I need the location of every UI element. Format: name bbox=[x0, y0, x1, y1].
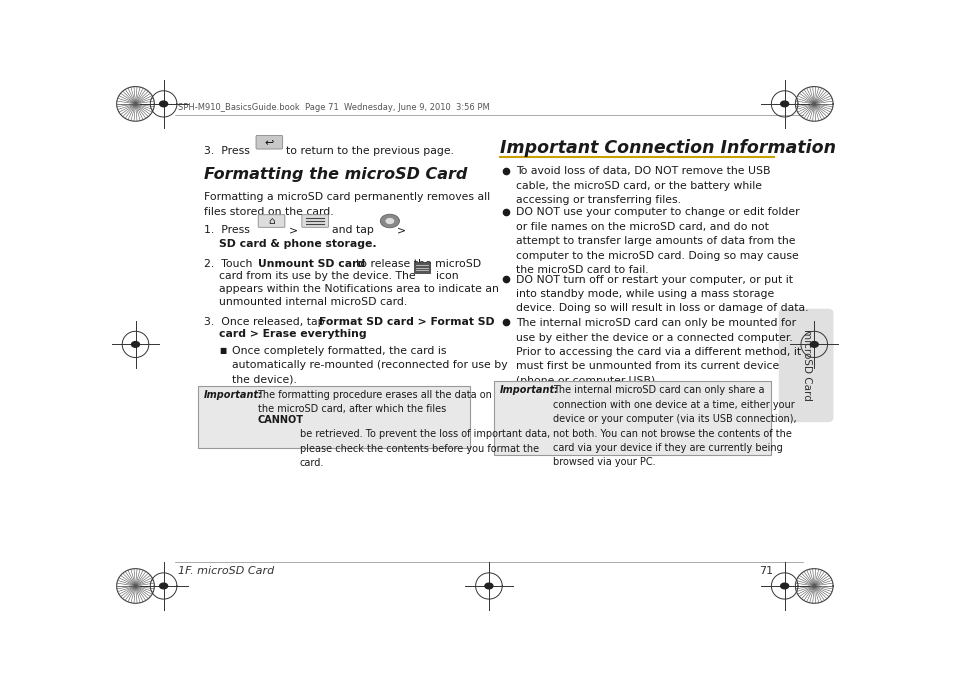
FancyBboxPatch shape bbox=[258, 215, 285, 227]
Text: icon: icon bbox=[436, 271, 457, 282]
FancyBboxPatch shape bbox=[494, 381, 771, 455]
Text: >: > bbox=[396, 225, 405, 235]
Text: ■: ■ bbox=[219, 346, 226, 355]
FancyBboxPatch shape bbox=[255, 136, 282, 149]
Text: 3.  Once released, tap: 3. Once released, tap bbox=[204, 316, 325, 327]
Text: microSD Card: microSD Card bbox=[801, 329, 811, 401]
FancyBboxPatch shape bbox=[413, 263, 429, 273]
Text: unmounted internal microSD card.: unmounted internal microSD card. bbox=[219, 297, 407, 307]
Text: Formatting a microSD card permanently removes all
files stored on the card.: Formatting a microSD card permanently re… bbox=[204, 192, 490, 216]
Text: SD card & phone storage.: SD card & phone storage. bbox=[219, 239, 376, 249]
Text: be retrieved. To prevent the loss of important data,
please check the contents b: be retrieved. To prevent the loss of imp… bbox=[299, 415, 549, 468]
Text: 3.  Press: 3. Press bbox=[204, 146, 250, 156]
Circle shape bbox=[132, 342, 139, 347]
Text: and tap: and tap bbox=[332, 225, 374, 235]
Text: .: . bbox=[334, 329, 336, 339]
Circle shape bbox=[159, 583, 168, 589]
Text: Important:: Important: bbox=[204, 389, 263, 400]
Text: 71: 71 bbox=[759, 566, 773, 576]
Text: Important Connection Information: Important Connection Information bbox=[499, 138, 835, 157]
Circle shape bbox=[159, 101, 168, 106]
Text: card from its use by the device. The: card from its use by the device. The bbox=[219, 271, 416, 282]
Text: ↩: ↩ bbox=[264, 137, 274, 147]
Text: Formatting the microSD Card: Formatting the microSD Card bbox=[204, 167, 467, 182]
Text: Format SD card > Format SD: Format SD card > Format SD bbox=[318, 316, 494, 327]
FancyBboxPatch shape bbox=[778, 309, 833, 422]
Text: 1.  Press: 1. Press bbox=[204, 225, 250, 235]
Text: The internal microSD card can only be mounted for
use by either the device or a : The internal microSD card can only be mo… bbox=[516, 318, 801, 386]
FancyBboxPatch shape bbox=[301, 215, 328, 227]
Circle shape bbox=[484, 583, 493, 589]
Text: 2.  Touch: 2. Touch bbox=[204, 258, 253, 269]
Text: card > Erase everything: card > Erase everything bbox=[219, 329, 366, 339]
Circle shape bbox=[780, 101, 788, 106]
Text: to return to the previous page.: to return to the previous page. bbox=[285, 146, 453, 156]
Circle shape bbox=[385, 218, 394, 224]
Text: DO NOT turn off or restart your computer, or put it
into standby mode, while usi: DO NOT turn off or restart your computer… bbox=[516, 275, 808, 313]
Text: to release the microSD: to release the microSD bbox=[355, 258, 480, 269]
Text: DO NOT use your computer to change or edit folder
or file names on the microSD c: DO NOT use your computer to change or ed… bbox=[516, 207, 799, 275]
Text: The formatting procedure erases all the data on
the microSD card, after which th: The formatting procedure erases all the … bbox=[257, 389, 492, 414]
Text: The internal microSD card can only share a
connection with one device at a time,: The internal microSD card can only share… bbox=[553, 385, 796, 467]
Text: >: > bbox=[289, 225, 298, 235]
Circle shape bbox=[809, 342, 818, 347]
FancyBboxPatch shape bbox=[198, 386, 470, 448]
Text: appears within the Notifications area to indicate an: appears within the Notifications area to… bbox=[219, 284, 498, 294]
Text: Unmount SD card: Unmount SD card bbox=[258, 258, 365, 269]
Text: CANNOT: CANNOT bbox=[257, 415, 303, 425]
Circle shape bbox=[380, 214, 399, 228]
Text: 1F. microSD Card: 1F. microSD Card bbox=[178, 566, 274, 576]
Text: SPH-M910_BasicsGuide.book  Page 71  Wednesday, June 9, 2010  3:56 PM: SPH-M910_BasicsGuide.book Page 71 Wednes… bbox=[178, 103, 490, 113]
Circle shape bbox=[780, 583, 788, 589]
Text: Once completely formatted, the card is
automatically re-mounted (reconnected for: Once completely formatted, the card is a… bbox=[233, 346, 507, 385]
Text: Important:: Important: bbox=[499, 385, 558, 396]
Text: To avoid loss of data, DO NOT remove the USB
cable, the microSD card, or the bat: To avoid loss of data, DO NOT remove the… bbox=[516, 166, 770, 205]
Text: ⌂: ⌂ bbox=[268, 216, 274, 226]
